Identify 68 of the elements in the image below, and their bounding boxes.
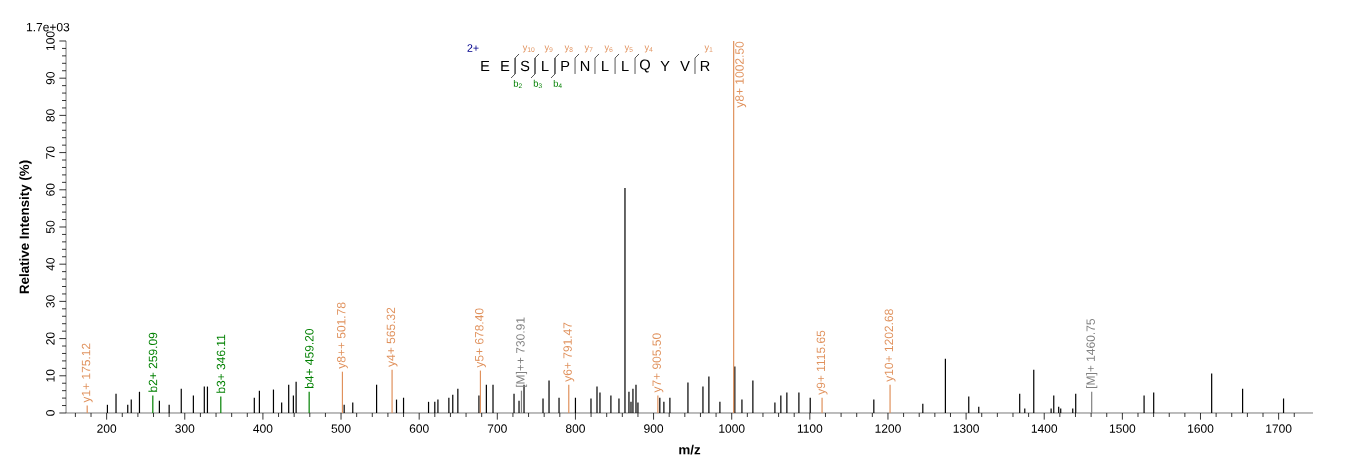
x-tick-label: 500	[331, 424, 351, 433]
x-tick-label: 1600	[1188, 424, 1214, 433]
x-tick-label: 1700	[1266, 424, 1292, 433]
annotation: y$_{4}$	[644, 45, 653, 53]
y-tick-label: 40	[46, 257, 55, 271]
x-tick-label: 200	[97, 424, 117, 433]
x-tick-label: 1500	[1109, 424, 1136, 433]
y-tick-label: 10	[46, 369, 55, 382]
annotation: E	[481, 60, 490, 72]
annotation: E	[501, 60, 510, 72]
annotation: y$_{8}$	[564, 45, 573, 53]
annotation: y1+ 175.12	[81, 343, 93, 403]
y-tick-label: 60	[46, 183, 55, 196]
annotation: y$_{10}$	[522, 45, 535, 53]
annotation: 2+	[467, 44, 479, 52]
x-tick-label: 1200	[875, 424, 901, 433]
annotation: P	[561, 60, 570, 72]
x-tick-label: 1000	[719, 424, 745, 433]
x-tick-label: 900	[644, 424, 664, 433]
annotation: b$_{2}$	[513, 79, 522, 89]
annotation: L	[542, 60, 549, 72]
y-tick-label: 0	[46, 410, 55, 416]
x-tick-label: 600	[409, 424, 429, 433]
annotation: Y	[660, 60, 670, 72]
annotation: R	[700, 60, 710, 72]
annotation: y$_{6}$	[604, 45, 613, 53]
x-tick-label: 400	[253, 424, 273, 433]
annotation: y8++ 501.78	[336, 302, 348, 369]
x-axis-title: m/z	[679, 444, 701, 455]
x-tick-label: 1300	[953, 424, 979, 433]
annotation: y4+ 565.32	[386, 307, 398, 367]
annotation: y9+ 1115.65	[816, 330, 828, 395]
text: 1.7e+03	[26, 22, 70, 32]
annotation: b2+ 259.09	[148, 332, 158, 392]
annotation: b4+ 459.20	[304, 328, 314, 389]
y-tick-label: 80	[46, 109, 55, 122]
annotation: b$_{3}$	[533, 79, 542, 89]
x-tick-label: 700	[487, 424, 507, 433]
annotation: y5+ 678.40	[474, 308, 486, 368]
annotation: y$_{7}$	[584, 45, 593, 53]
annotation: y$_{9}$	[544, 45, 553, 53]
x-tick-label: 1400	[1031, 424, 1058, 433]
annotation: N	[580, 60, 590, 72]
annotation: L	[622, 60, 629, 72]
annotation: y$_{5}$	[624, 45, 633, 53]
annotation: V	[680, 60, 690, 72]
annotation: [M]+ 1460.75	[1086, 318, 1098, 388]
annotation: L	[602, 60, 609, 72]
y-tick-label: 20	[46, 332, 55, 345]
annotation: b3+ 346.11	[216, 334, 226, 393]
annotation: S	[520, 60, 530, 72]
annotation: y6+ 791.47	[563, 322, 575, 382]
y-axis-title: Relative Intensity (%)	[19, 160, 32, 294]
annotation: b$_{4}$	[553, 79, 562, 89]
x-tick-label: 300	[175, 424, 195, 433]
y-tick-label: 50	[46, 220, 55, 234]
annotation: y8+ 1002.50	[735, 41, 747, 108]
annotation: y$_{1}$	[704, 45, 713, 53]
y-tick-label: 100	[46, 31, 55, 51]
y-tick-label: 70	[46, 146, 55, 159]
annotation: [M]++ 730.91	[515, 317, 528, 387]
x-tick-label: 800	[565, 424, 585, 433]
annotation: y7+ 905.50	[652, 333, 664, 393]
annotation: Q	[639, 59, 650, 73]
annotation: y10+ 1202.68	[884, 309, 896, 382]
x-tick-label: 1100	[797, 424, 823, 433]
y-tick-label: 90	[46, 71, 55, 85]
y-tick-label: 30	[46, 295, 55, 308]
